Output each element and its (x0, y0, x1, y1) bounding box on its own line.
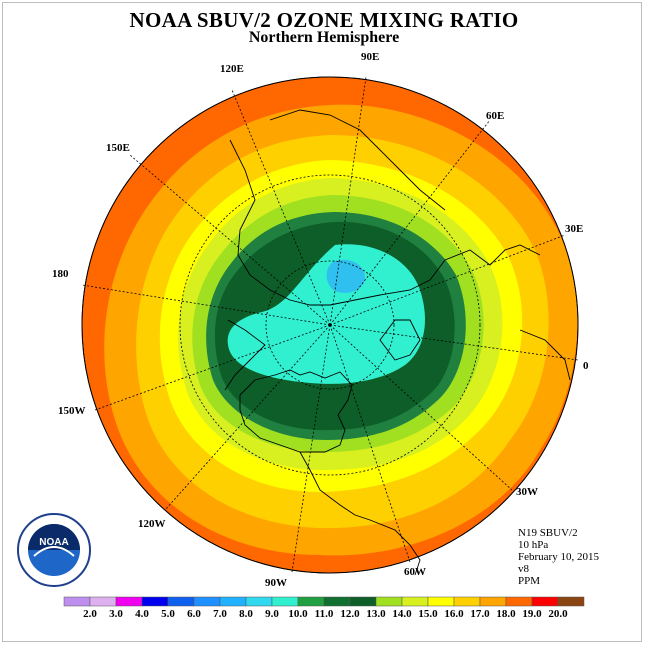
longitude-label-180: 180 (52, 268, 69, 280)
colorbar-tick-label: 11.0 (314, 608, 334, 620)
africa-outline (519, 329, 571, 381)
meridian-180 (81, 284, 331, 326)
colorbar-tick-label: 2.0 (83, 608, 97, 620)
colorbar-swatch (167, 596, 195, 607)
colorbar-tick-label: 12.0 (340, 608, 360, 620)
longitude-label-120e: 120E (220, 63, 244, 75)
russia-outline (249, 274, 431, 306)
colorbar-tick-label: 15.0 (418, 608, 438, 620)
colorbar-tick-label: 17.0 (470, 608, 490, 620)
colorbar-swatch (297, 596, 325, 607)
colorbar-swatch (323, 596, 351, 607)
colorbar-swatch (557, 596, 585, 607)
meridian-120w (164, 324, 331, 511)
band-turquoise (227, 244, 425, 384)
noaa-logo: NOAA (17, 513, 91, 587)
data-info-block: N19 SBUV/2 10 hPa February 10, 2015 v8 P… (518, 527, 599, 587)
alaska-outline (224, 319, 266, 391)
colorbar-swatch (115, 596, 143, 607)
colorbar-tick-label: 13.0 (366, 608, 386, 620)
colorbar-swatch (89, 596, 117, 607)
colorbar-swatch (505, 596, 533, 607)
map-disc-border (81, 76, 579, 574)
info-pressure: 10 hPa (518, 539, 549, 551)
ozone-contour-fill (82, 77, 578, 573)
colorbar-tick-label: 6.0 (187, 608, 201, 620)
meridian-60e (329, 119, 491, 326)
colorbar-swatch (531, 596, 559, 607)
longitude-label-30e: 30E (565, 223, 584, 235)
meridian-90e (329, 76, 367, 326)
longitude-label-30w: 30W (516, 486, 538, 498)
info-units: PPM (518, 575, 541, 587)
longitude-label-150e: 150E (106, 142, 130, 154)
longitude-label-90e: 90E (361, 51, 380, 63)
info-date: February 10, 2015 (518, 551, 599, 563)
colorbar-swatch (479, 596, 507, 607)
europe-outline (429, 244, 541, 281)
meridian-30w (329, 324, 513, 491)
longitude-label-0: 0 (583, 360, 589, 372)
colorbar-tick-label: 19.0 (522, 608, 542, 620)
colorbar-tick-label: 20.0 (548, 608, 568, 620)
colorbar-swatch (453, 596, 481, 607)
noaa-logo-sky (28, 524, 80, 550)
map-subtitle: Northern Hemisphere (248, 29, 400, 46)
info-instrument: N19 SBUV/2 (518, 527, 578, 539)
longitude-label-90w: 90W (265, 577, 287, 589)
colorbar-tick-label: 3.0 (109, 608, 123, 620)
colorbar-tick-label: 14.0 (392, 608, 412, 620)
meridian-0 (329, 324, 579, 361)
colorbar-swatch (141, 596, 169, 607)
central-america-outline (299, 451, 356, 516)
longitude-label-60w: 60W (404, 566, 426, 578)
colorbar-tick-label: 9.0 (265, 608, 279, 620)
figure-frame (2, 2, 642, 642)
meridian-120e (231, 89, 331, 326)
east-asia-outline (229, 139, 256, 276)
longitude-label-60e: 60E (486, 110, 505, 122)
longitude-label-150w: 150W (58, 405, 86, 417)
meridian-150w (94, 324, 331, 411)
map-title: NOAA SBUV/2 OZONE MIXING RATIO (129, 8, 519, 32)
asia-outline (269, 109, 446, 211)
colorbar-tick-label: 4.0 (135, 608, 149, 620)
north-america-outline (239, 369, 353, 453)
colorbar-swatch (401, 596, 429, 607)
south-america-outline (354, 514, 421, 576)
longitude-label-120w: 120W (138, 518, 166, 530)
colorbar-swatch (349, 596, 377, 607)
colorbar-tick-label: 8.0 (239, 608, 253, 620)
colorbar-tick-label: 10.0 (288, 608, 308, 620)
noaa-logo-gull (33, 546, 75, 557)
greenland-outline (379, 319, 421, 361)
meridian-30e (329, 234, 566, 326)
noaa-logo-text: NOAA (39, 537, 68, 548)
colorbar-swatch (193, 596, 221, 607)
colorbar-swatch (427, 596, 455, 607)
meridian-90w (291, 324, 331, 573)
colorbar-tick-label: 18.0 (496, 608, 516, 620)
info-version: v8 (518, 563, 529, 575)
colorbar-swatch (375, 596, 403, 607)
latitude-circle-30 (179, 174, 481, 476)
colorbar-swatch (63, 596, 91, 607)
latitude-circle-60 (265, 260, 395, 390)
continent-outlines (224, 109, 571, 576)
colorbar-tick-label: 7.0 (213, 608, 227, 620)
colorbar-tick-label: 16.0 (444, 608, 464, 620)
meridian-60w (329, 324, 411, 563)
colorbar-swatch (219, 596, 247, 607)
colorbar-swatch (271, 596, 299, 607)
colorbar-swatch (245, 596, 273, 607)
colorbar (63, 596, 585, 607)
colorbar-tick-label: 5.0 (161, 608, 175, 620)
